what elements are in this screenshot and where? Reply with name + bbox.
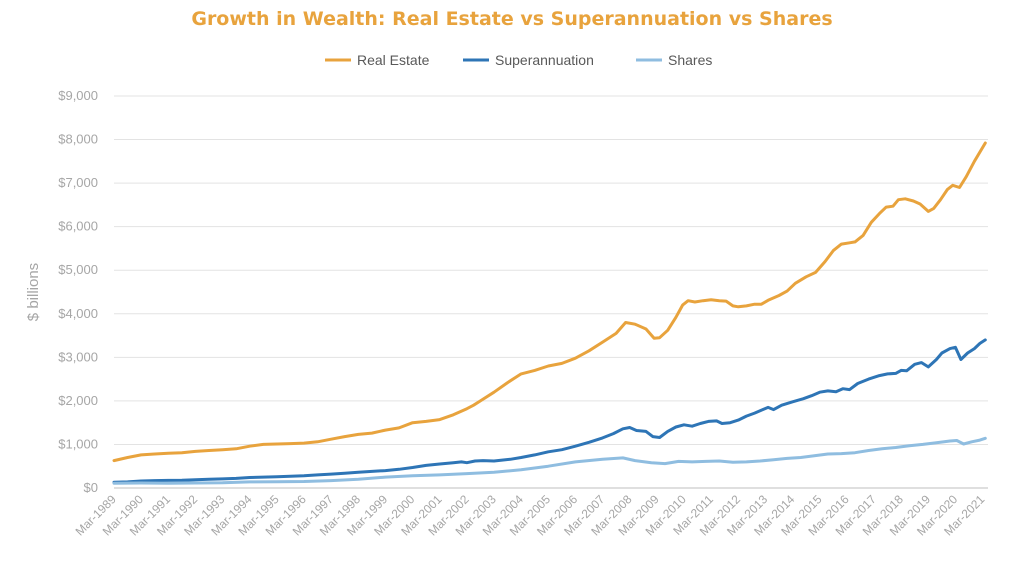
- legend-label: Shares: [668, 52, 712, 68]
- y-tick-label: $8,000: [58, 132, 98, 147]
- y-tick-label: $0: [84, 480, 98, 495]
- legend-label: Superannuation: [495, 52, 594, 68]
- series-line-superannuation: [114, 340, 985, 482]
- y-tick-label: $3,000: [58, 349, 98, 364]
- y-tick-label: $5,000: [58, 262, 98, 277]
- y-tick-label: $1,000: [58, 436, 98, 451]
- y-tick-label: $6,000: [58, 219, 98, 234]
- series-line-real-estate: [114, 143, 985, 461]
- y-axis-label: $ billions: [25, 263, 42, 321]
- y-tick-label: $9,000: [58, 88, 98, 103]
- y-tick-label: $4,000: [58, 306, 98, 321]
- y-tick-label: $7,000: [58, 175, 98, 190]
- legend-label: Real Estate: [357, 52, 430, 68]
- y-tick-label: $2,000: [58, 393, 98, 408]
